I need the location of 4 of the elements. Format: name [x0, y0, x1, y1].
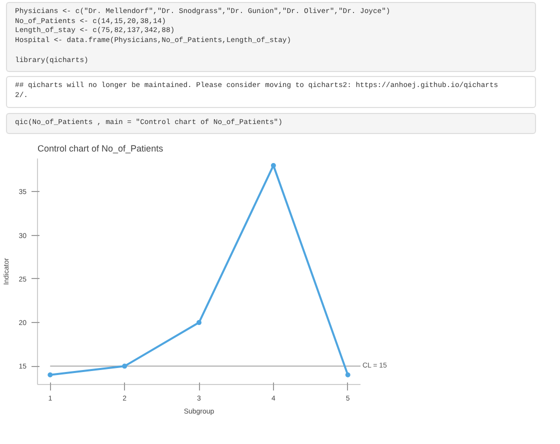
chart-title: Control chart of No_of_Patients: [38, 144, 164, 154]
point: [122, 364, 128, 370]
point: [48, 372, 53, 378]
point: [345, 372, 350, 378]
